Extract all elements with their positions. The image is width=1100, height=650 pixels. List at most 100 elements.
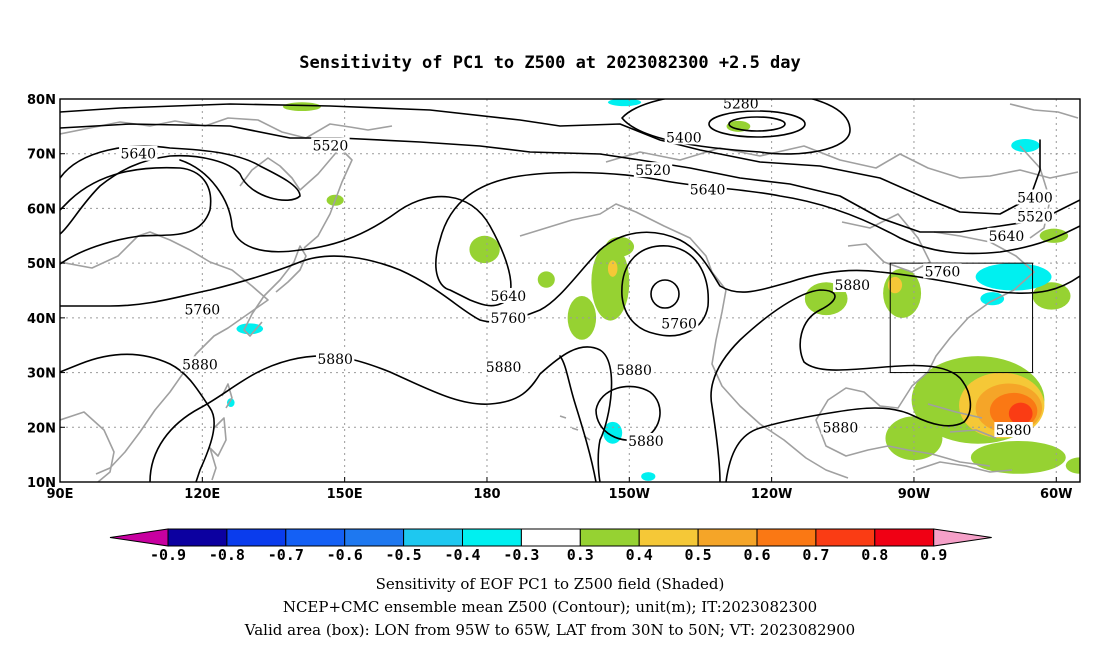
shaded-region-12 [1039,228,1069,243]
contour-label-5: 5520 [1017,210,1053,226]
contour-5400-low-ring [621,99,851,155]
coastline-north-america-west [711,289,849,479]
colorbar-label-13: 0.9 [920,546,947,564]
coastline-arctic-asia [60,117,393,139]
contour-label-10: 5760 [185,303,221,319]
contour-label-bg-2 [1015,189,1055,205]
colorbar-swatch-3 [344,528,405,547]
contour-label-bg-18 [626,432,666,448]
contour-label-8: 5640 [989,229,1025,245]
contour-label-bg-12 [659,315,699,331]
contour-label-20: 5880 [834,278,870,294]
contour-label-bg-20 [833,277,872,293]
caption-line-1: Sensitivity of EOF PC1 to Z500 field (Sh… [376,575,725,593]
colorbar-label-5: -0.4 [444,546,480,564]
contour-label-2: 5400 [1017,190,1053,206]
shaded-region-7 [607,260,618,277]
coastline-okhotsk-kamchatka [239,147,353,249]
contour-label-bg-15 [315,350,355,366]
coastline-indochina [60,411,115,482]
colorbar-label-11: 0.7 [802,546,829,564]
shaded-region-13 [1032,282,1071,310]
colorbar-label-12: 0.8 [861,546,888,564]
colorbar-label-2: -0.7 [268,546,304,564]
colorbar-label-3: -0.6 [327,546,363,564]
colorbar-swatch-11 [815,528,876,547]
lat-label-7: 10N [27,476,56,491]
shaded-region-2 [469,235,500,264]
contour-label-0: 5280 [723,96,759,112]
colorbar-label-1: -0.8 [209,546,245,564]
colorbar-swatch-9 [697,528,758,547]
lon-label-0: 90E [47,487,74,502]
contour-label-17: 5880 [616,363,652,379]
contour-label-7: 5640 [690,182,726,198]
colorbar-swatch-0 [167,528,228,547]
shaded-region-8 [726,120,751,132]
contour-label-bg-8 [987,227,1026,243]
contour-5880-west [60,353,215,482]
contour-label-bg-0 [721,99,760,111]
contour-label-bg-14 [180,356,220,372]
lat-label-1: 70N [27,148,56,163]
colorbar-swatch-12 [874,528,935,547]
contour-5760-ring [621,245,710,337]
shaded-region-16 [970,440,1066,474]
colorbar-high-arrow [933,528,992,547]
figure-title: Sensitivity of PC1 to Z500 at 2023082300… [299,53,801,73]
colorbar-swatch-8 [638,528,699,547]
contour-5280-low [708,110,806,138]
lat-label-4: 40N [27,312,56,327]
colorbar-label-6: -0.3 [503,546,539,564]
contour-label-9: 5640 [491,289,527,305]
axis-labels: 90E 120E 150E 180 150W 120W 90W 60W 80N 70N 60N 50N… [27,93,1072,502]
coastlines [60,103,1079,482]
contour-label-bg-10 [183,301,222,317]
contour-label-bg-7 [688,181,727,197]
lat-label-3: 50N [27,257,56,272]
shaded-region-17 [1065,457,1080,474]
colorbar-swatch-5 [462,528,522,547]
colorbar-label-7: 0.3 [567,546,594,564]
contour-label-bg-17 [614,361,654,377]
contour-label-bg-1 [664,129,704,145]
contour-5760-inner [650,279,680,309]
contour-label-bg-9 [489,287,528,303]
coastline-canada-arctic [605,145,1079,179]
colorbar-label-0: -0.9 [150,546,186,564]
contour-label-4: 5520 [635,163,671,179]
lat-label-2: 60N [27,202,56,217]
colorbar-swatch-7 [579,528,640,547]
contour-label-bg-3 [311,137,350,153]
contour-label-6: 5640 [120,147,156,163]
contour-label-18: 5880 [628,434,664,450]
lon-label-7: 60W [1040,487,1072,502]
contour-label-bg-4 [633,162,673,178]
map-panel: 5280 5400 5400 5520 5520 5520 5640 5640 5640 5640… [27,93,1081,502]
colorbar-swatch-2 [285,528,346,547]
shaded-region-30 [641,472,656,481]
contour-label-11: 5760 [491,311,527,327]
contour-label-1: 5400 [666,130,702,146]
coastline-china-korea [60,231,269,475]
contour-5760-west [60,166,212,265]
colorbar-low-arrow [109,528,169,547]
lat-label-6: 20N [27,421,56,436]
shaded-region-23 [975,263,1052,291]
shaded-region-25 [1011,138,1040,153]
colorbar-label-4: -0.5 [386,546,422,564]
contour-label-16: 5880 [486,360,522,376]
lon-label-5: 120W [751,487,792,502]
colorbar-swatch-6 [520,528,581,547]
contour-label-12: 5760 [661,316,697,332]
coastline-caribbean [927,403,997,439]
contour-5400 [60,103,1041,215]
shaded-region-15 [885,416,943,461]
shaded-region-27 [236,323,264,335]
shaded-region-21 [1008,402,1033,425]
contour-label-bg-16 [484,359,523,375]
graticule [60,99,1080,482]
coastline-hudson-bay [841,213,931,273]
caption-line-2: NCEP+CMC ensemble mean Z500 (Contour); u… [283,598,817,616]
contour-5280-low-inner [728,116,786,132]
